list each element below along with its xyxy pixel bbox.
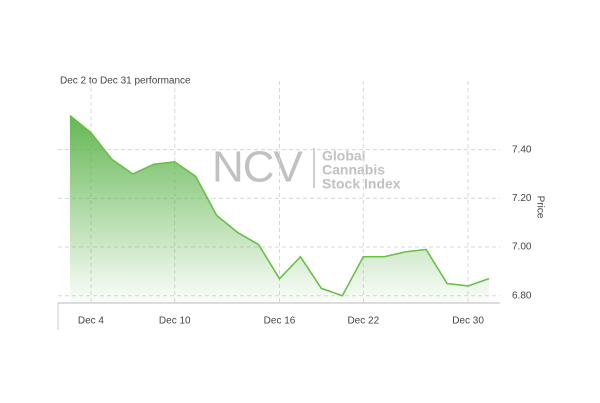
chart-subtitle: Dec 2 to Dec 31 performance <box>60 76 191 87</box>
x-tick-label: Dec 10 <box>159 316 191 327</box>
watermark: NCV Global Cannabis Stock Index <box>212 143 401 192</box>
x-tick-label: Dec 30 <box>452 316 484 327</box>
watermark-line: Cannabis <box>322 162 385 178</box>
watermark-line: Stock Index <box>322 176 401 192</box>
y-tick-label: 6.80 <box>512 290 532 301</box>
watermark-logo: NCV <box>212 143 304 192</box>
x-tick-label: Dec 4 <box>78 316 105 327</box>
y-tick-label: 7.00 <box>512 242 532 253</box>
line <box>69 114 490 297</box>
y-tick-label: 7.20 <box>512 193 532 204</box>
watermark-line: Global <box>322 148 366 164</box>
x-tick-label: Dec 16 <box>264 316 296 327</box>
x-tick-label: Dec 22 <box>347 316 379 327</box>
y-tick-label: 7.40 <box>512 144 532 155</box>
y-axis-label: Price <box>534 196 545 219</box>
